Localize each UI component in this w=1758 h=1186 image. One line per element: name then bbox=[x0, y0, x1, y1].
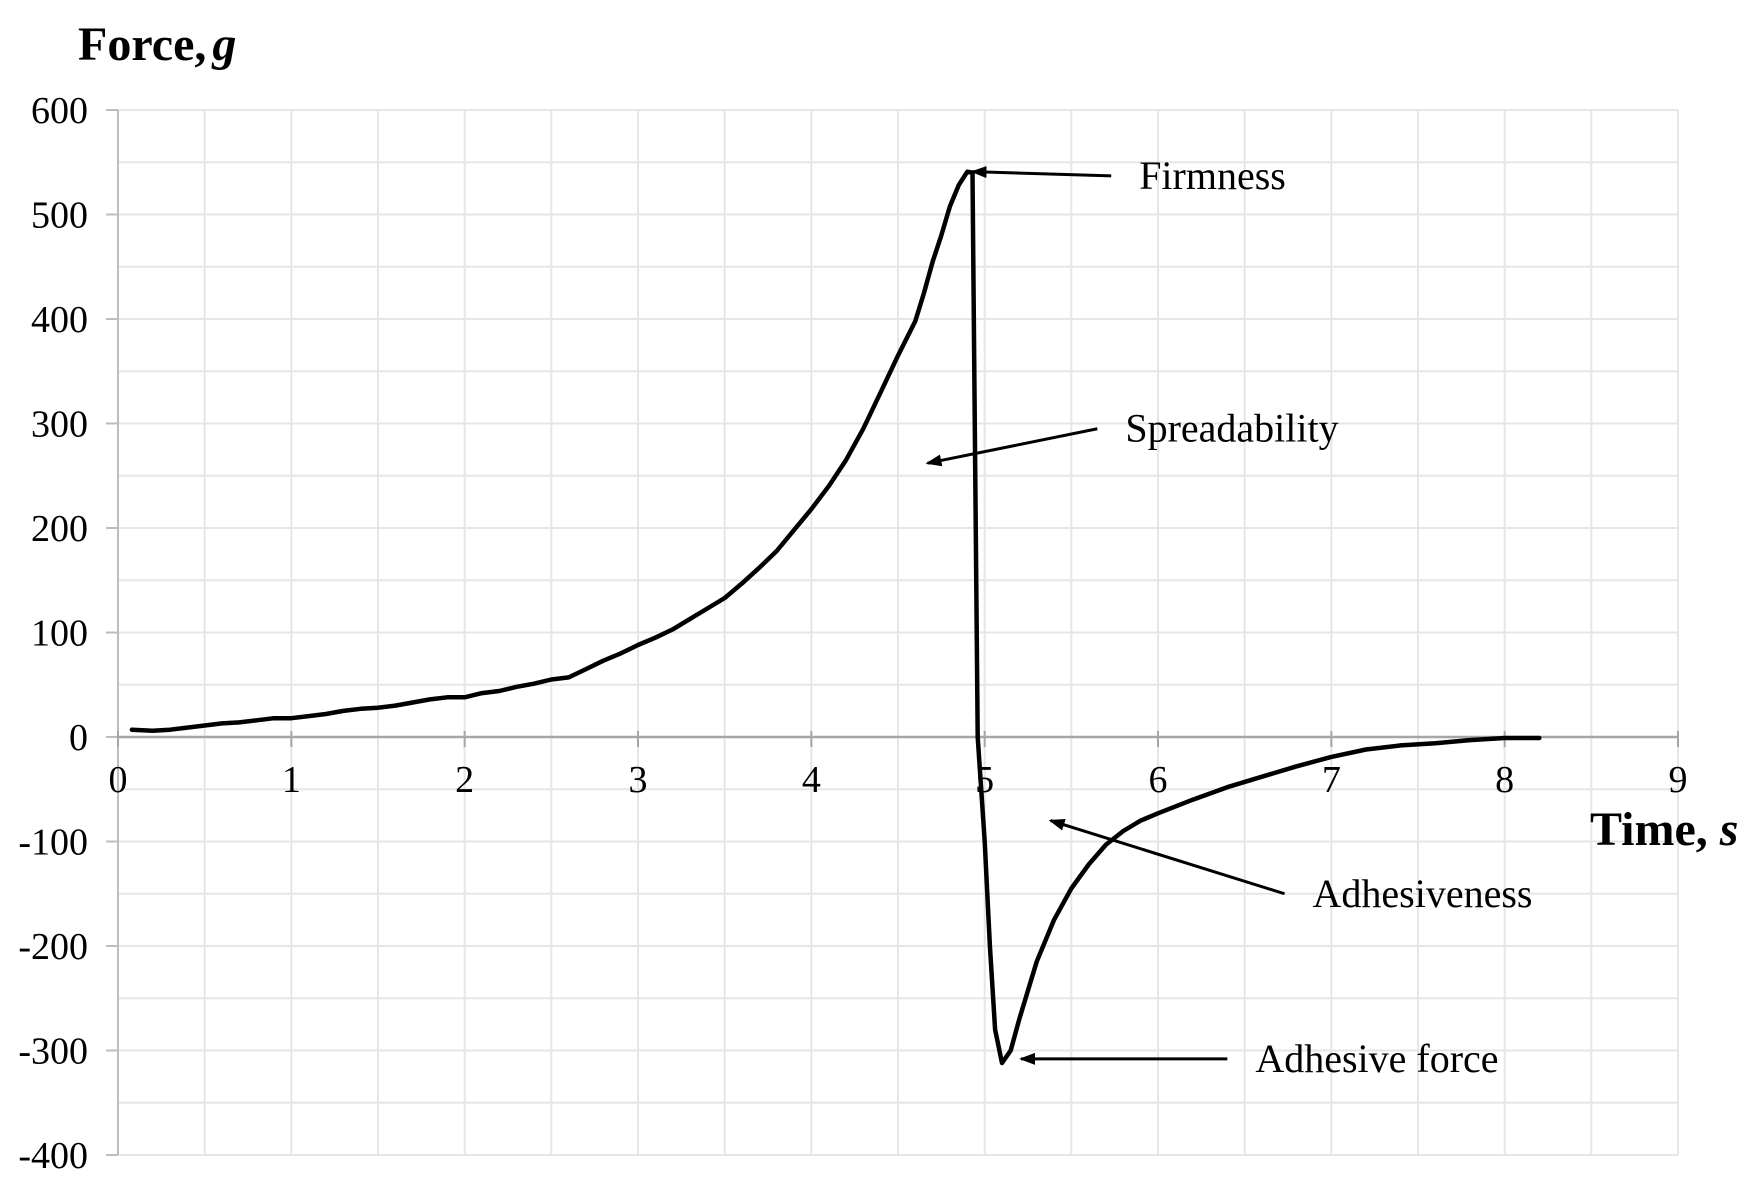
y-tick-label: -400 bbox=[18, 1135, 88, 1177]
x-axis-label-text: Time, bbox=[1590, 803, 1708, 856]
x-tick-label: 8 bbox=[1495, 759, 1514, 801]
y-tick-label: 0 bbox=[69, 717, 88, 759]
grid bbox=[117, 109, 1679, 1156]
y-tick-label: 500 bbox=[31, 195, 88, 237]
y-axis-unit: g bbox=[211, 18, 236, 71]
x-axis-label: Time, s bbox=[1590, 803, 1738, 856]
force-curve bbox=[129, 169, 1542, 1066]
series bbox=[129, 169, 1542, 1066]
y-axis-label-text: Force, bbox=[78, 18, 206, 71]
y-tick-label: -200 bbox=[18, 926, 88, 968]
axes bbox=[106, 109, 1679, 1156]
y-tick-label: 600 bbox=[31, 90, 88, 132]
annotation-label: Firmness bbox=[1139, 153, 1286, 198]
annotation-label: Adhesiveness bbox=[1313, 871, 1533, 916]
x-tick-label: 1 bbox=[282, 759, 301, 801]
x-tick-label: 0 bbox=[109, 759, 128, 801]
x-tick-label: 3 bbox=[629, 759, 648, 801]
x-tick-label: 2 bbox=[455, 759, 474, 801]
y-tick-label: -100 bbox=[18, 822, 88, 864]
x-tick-label: 6 bbox=[1149, 759, 1168, 801]
annotation-label: Adhesive force bbox=[1255, 1036, 1498, 1081]
y-tick-label: 300 bbox=[31, 404, 88, 446]
annotation-arrow bbox=[925, 427, 1098, 467]
annotations: Firmness Spreadability Adhesiveness Adhesiv… bbox=[925, 153, 1533, 1081]
y-axis-label: Force, g bbox=[78, 18, 236, 71]
annotation-label: Spreadability bbox=[1125, 406, 1338, 451]
x-tick-label: 4 bbox=[802, 759, 821, 801]
y-tick-label: 400 bbox=[31, 299, 88, 341]
x-tick-label: 9 bbox=[1669, 759, 1688, 801]
axis-labels: Force, g Time, s bbox=[78, 18, 1738, 856]
y-tick-label: 200 bbox=[31, 508, 88, 550]
annotation-arrow bbox=[970, 166, 1112, 179]
x-axis-unit: s bbox=[1719, 803, 1739, 856]
tick-labels: 600 500 400 300 200 100 0 -100 -200 -300 -400 0 1 2 3 4… bbox=[18, 90, 1687, 1177]
annotation-arrow bbox=[1048, 819, 1285, 896]
x-tick-label: 7 bbox=[1322, 759, 1341, 801]
y-tick-label: -300 bbox=[18, 1031, 88, 1073]
y-tick-label: 100 bbox=[31, 613, 88, 655]
